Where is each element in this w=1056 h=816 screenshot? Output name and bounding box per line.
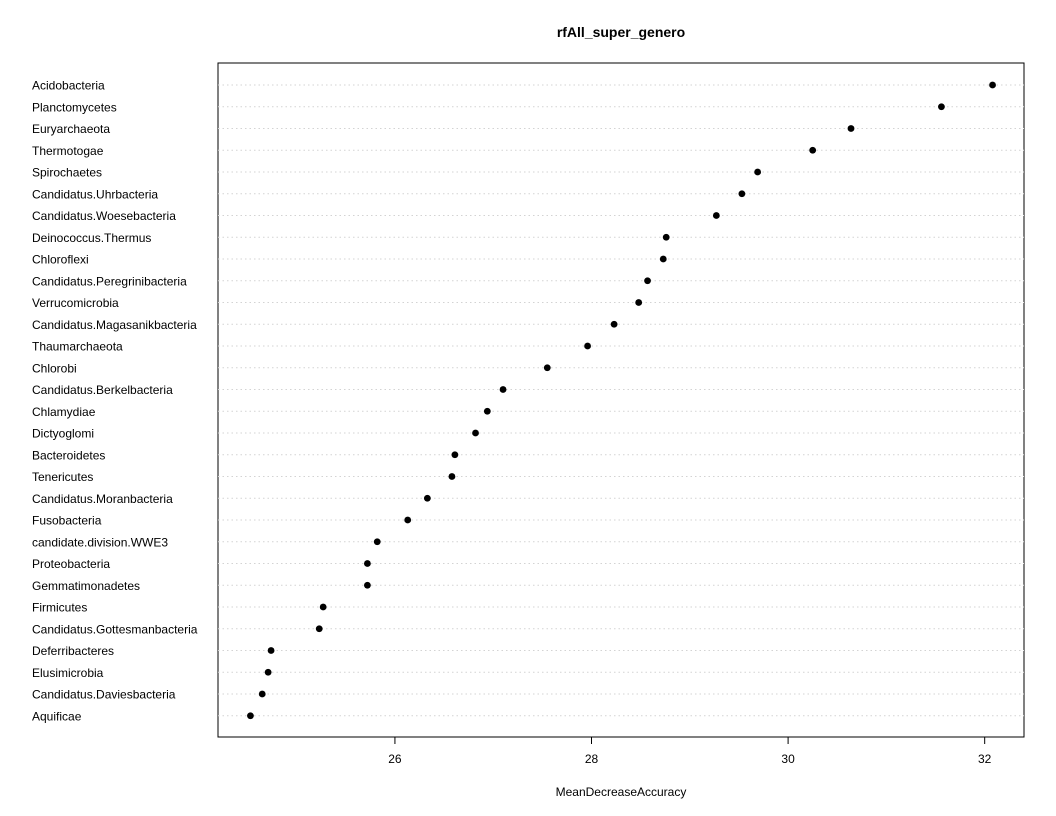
- x-tick-label: 32: [978, 752, 992, 766]
- category-label: Chloroflexi: [32, 253, 89, 267]
- chart-title: rfAll_super_genero: [557, 24, 685, 40]
- category-label: Gemmatimonadetes: [32, 579, 140, 593]
- category-label: Deferribacteres: [32, 644, 114, 658]
- data-point: [584, 342, 591, 350]
- category-label: Chlamydiae: [32, 405, 96, 419]
- category-label: Candidatus.Moranbacteria: [32, 492, 173, 506]
- data-point: [635, 299, 643, 306]
- x-tick-label: 26: [388, 752, 402, 766]
- category-label: Candidatus.Uhrbacteria: [32, 187, 158, 201]
- category-label: Candidatus.Gottesmanbacteria: [32, 622, 198, 636]
- data-point: [659, 255, 667, 263]
- data-point: [451, 451, 459, 459]
- category-label: Candidatus.Daviesbacteria: [32, 688, 176, 702]
- data-point: [247, 712, 254, 720]
- data-point: [319, 603, 327, 611]
- data-point: [847, 125, 855, 132]
- data-point: [499, 386, 507, 393]
- category-label: Bacteroidetes: [32, 448, 105, 462]
- data-point: [644, 277, 651, 285]
- category-label: Proteobacteria: [32, 557, 110, 571]
- category-label: Candidatus.Berkelbacteria: [32, 383, 173, 397]
- data-points: [247, 81, 996, 720]
- data-point: [258, 690, 266, 698]
- category-label: Chlorobi: [32, 361, 77, 375]
- category-label: Fusobacteria: [32, 514, 102, 528]
- x-tick-label: 30: [781, 752, 795, 766]
- category-label: Euryarchaeota: [32, 122, 110, 136]
- data-point: [610, 320, 618, 328]
- category-label: Candidatus.Peregrinibacteria: [32, 274, 187, 288]
- category-label: Thaumarchaeota: [32, 340, 123, 354]
- data-point: [423, 494, 431, 502]
- data-point: [989, 81, 996, 89]
- category-label: Deinococcus.Thermus: [32, 231, 151, 245]
- data-point: [364, 560, 371, 567]
- data-point: [662, 233, 670, 241]
- guide-lines: [218, 84, 1024, 717]
- plot-frame: [217, 62, 1025, 738]
- category-label: Acidobacteria: [32, 79, 105, 93]
- data-point: [472, 429, 479, 437]
- data-point: [483, 407, 491, 415]
- data-point: [373, 538, 381, 546]
- category-label: Candidatus.Woesebacteria: [32, 209, 176, 223]
- category-label: candidate.division.WWE3: [32, 535, 168, 549]
- x-tick-label: 28: [585, 752, 599, 766]
- category-label: Dictyoglomi: [32, 427, 94, 441]
- category-label: Verrucomicrobia: [32, 296, 119, 310]
- category-label: Spirochaetes: [32, 166, 102, 180]
- data-point: [543, 364, 551, 372]
- category-label: Tenericutes: [32, 470, 93, 484]
- category-labels: Acidobacteria Planctomycetes Euryarchaeota…: [32, 79, 198, 724]
- x-axis-label: MeanDecreaseAccuracy: [556, 785, 687, 799]
- data-point: [754, 168, 762, 176]
- category-label: Elusimicrobia: [32, 666, 104, 680]
- data-point: [938, 103, 945, 111]
- x-axis: 26 28 30 32: [388, 737, 992, 766]
- data-point: [364, 581, 371, 589]
- data-point: [809, 146, 817, 154]
- data-point: [738, 190, 746, 198]
- data-point: [264, 668, 272, 676]
- data-point: [404, 516, 412, 524]
- data-point: [267, 647, 275, 654]
- category-label: Thermotogae: [32, 144, 104, 158]
- data-point: [712, 212, 720, 219]
- data-point: [315, 625, 323, 633]
- category-label: Firmicutes: [32, 601, 87, 615]
- category-label: Aquificae: [32, 709, 82, 723]
- category-label: Candidatus.Magasanikbacteria: [32, 318, 197, 332]
- data-point: [448, 473, 456, 480]
- category-label: Planctomycetes: [32, 100, 117, 114]
